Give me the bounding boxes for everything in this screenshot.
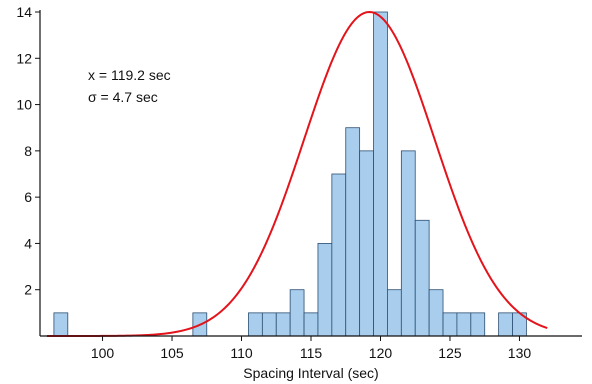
y-tick-label: 8 — [24, 143, 32, 159]
x-tick-label: 125 — [438, 345, 462, 361]
x-tick-label: 115 — [300, 345, 323, 361]
ticks-group: 100 105 110 115 120 125 130 2 4 6 8 10 12 14 — [16, 4, 531, 361]
x-tick-label: 100 — [91, 345, 115, 361]
x-tick-label: 110 — [230, 345, 253, 361]
histogram-bar — [387, 289, 402, 337]
histogram-bar — [498, 312, 513, 337]
bars-group — [53, 11, 527, 337]
histogram-bar — [248, 312, 263, 337]
histogram-bar — [261, 312, 277, 337]
gaussian-fit-curve — [46, 10, 548, 337]
x-tick-label: 105 — [160, 345, 184, 361]
y-tick-label: 6 — [24, 189, 32, 205]
x-tick-label: 120 — [369, 345, 393, 361]
histogram-bar — [303, 312, 319, 337]
y-tick-label: 4 — [24, 235, 32, 251]
histogram-bar — [428, 289, 444, 337]
histogram-bar — [317, 243, 333, 337]
histogram-bar — [331, 173, 347, 337]
histogram-bar — [275, 312, 291, 337]
histogram-bar — [442, 312, 458, 337]
histogram-bar — [345, 127, 361, 337]
y-tick-label: 10 — [16, 97, 32, 113]
x-axis-title: Spacing Interval (sec) — [243, 365, 378, 381]
y-tick-label: 2 — [24, 282, 32, 298]
histogram-bar — [359, 150, 374, 337]
y-tick-label: 12 — [16, 50, 32, 66]
x-tick-label: 130 — [508, 345, 532, 361]
histogram-bar — [414, 219, 430, 337]
mean-annotation: x = 119.2 sec — [88, 67, 171, 83]
histogram-bar — [400, 150, 416, 337]
axes-group — [39, 10, 582, 337]
histogram-bar — [456, 312, 472, 337]
sigma-annotation: σ = 4.7 sec — [88, 89, 158, 105]
histogram-bar — [470, 312, 486, 337]
histogram-bar — [373, 11, 388, 337]
histogram-bar — [53, 312, 69, 337]
histogram-bar — [289, 289, 305, 337]
y-tick-label: 14 — [16, 4, 32, 20]
